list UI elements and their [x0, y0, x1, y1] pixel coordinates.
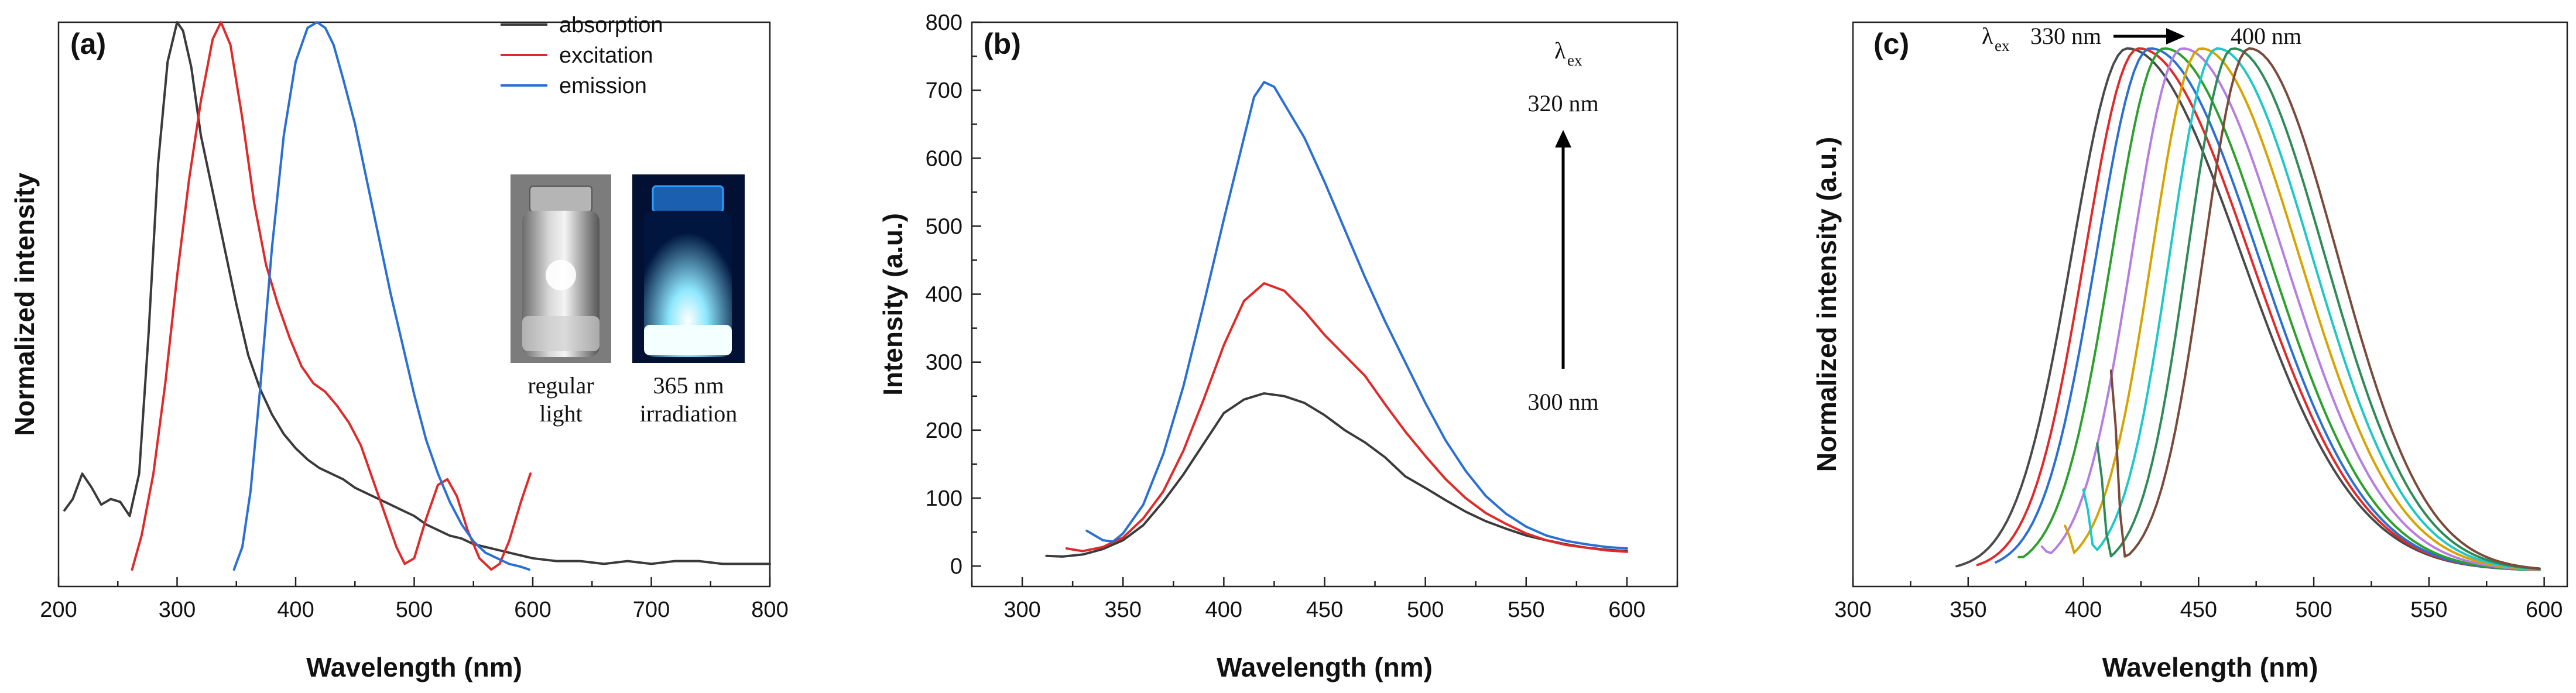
y-axis-label: Intensity (a.u.): [878, 213, 908, 396]
panel-c-excitation-annotation: λ ex 330 nm 400 nm: [1982, 23, 2301, 54]
inset-photo-uv-irradiation: [632, 174, 745, 363]
x-tick-label: 500: [2295, 598, 2332, 622]
y-tick-label: 200: [926, 418, 962, 443]
x-tick-label: 400: [1205, 598, 1242, 622]
x-tick-label: 550: [2410, 598, 2447, 622]
x-tick-label: 600: [514, 598, 551, 622]
label-400nm: 400 nm: [2231, 23, 2301, 49]
lambda-ex-symbol-c: λ: [1982, 23, 1993, 49]
series-line-300-nm: [1045, 392, 1628, 558]
x-tick-label: 800: [751, 598, 788, 622]
x-tick-label: 300: [159, 598, 196, 622]
plot-frame: [1852, 21, 2568, 588]
inset-caption-365nm: 365 nm: [653, 372, 724, 399]
y-tick-label: 300: [926, 351, 962, 375]
panel-c-label: (c): [1873, 28, 1909, 60]
series-line-390-nm: [2096, 47, 2541, 571]
panel-b-excitation-annotation: λ ex 320 nm 300 nm: [1527, 37, 1598, 415]
legend-absorption: absorption: [559, 13, 663, 37]
x-tick-label: 400: [277, 598, 314, 622]
y-axis-label: Normalized intensity (a.u.): [1811, 137, 1842, 472]
series-line-370-nm: [2040, 47, 2541, 571]
inset-caption-irradiation: irradiation: [640, 400, 738, 427]
series-line-emission: [232, 21, 530, 571]
x-tick-label: 700: [633, 598, 670, 622]
inset-photo-regular-light: [511, 174, 611, 363]
y-tick-label: 500: [926, 214, 962, 239]
x-tick-label: 450: [1306, 598, 1343, 622]
y-tick-label: 400: [926, 283, 962, 307]
label-330nm: 330 nm: [2030, 23, 2101, 49]
lambda-ex-symbol: λ: [1554, 37, 1566, 64]
panel-b-label: (b): [984, 28, 1021, 60]
x-tick-label: 600: [1608, 598, 1645, 622]
series-line-330-nm: [1955, 47, 2539, 571]
series-line-375-nm: [2064, 47, 2541, 571]
x-tick-label: 350: [1105, 598, 1142, 622]
y-axis-label: Normalized intensity: [9, 173, 40, 436]
panel-b: (b) 300 350 400 450 500 550 600 0 100 200 300 400 50…: [878, 11, 1678, 682]
x-axis-label: Wavelength (nm): [306, 652, 522, 682]
label-300nm: 300 nm: [1527, 389, 1598, 415]
x-axis-label: Wavelength (nm): [2102, 652, 2318, 682]
series-line-excitation: [131, 21, 532, 571]
panel-c: (c) 300 350 400 450 500 550 600 Wavelength (nm)…: [1811, 21, 2568, 682]
inset-caption-light: light: [539, 400, 582, 427]
y-tick-label: 600: [926, 146, 962, 171]
x-tick-label: 500: [1407, 598, 1444, 622]
series-line-400-nm: [2109, 47, 2541, 570]
x-tick-label: 400: [2065, 598, 2102, 622]
series-line-absorption: [63, 21, 771, 565]
x-tick-label: 450: [2180, 598, 2217, 622]
y-tick-label: 700: [926, 78, 962, 103]
x-tick-label: 200: [40, 598, 77, 622]
series-line-320-nm: [1085, 81, 1628, 550]
arrow-up-head-icon: [1555, 130, 1571, 147]
x-tick-label: 350: [1950, 598, 1986, 622]
lambda-ex-subscript: ex: [1567, 52, 1582, 69]
series-line-350-nm: [1995, 47, 2541, 571]
x-tick-label: 300: [1834, 598, 1871, 622]
panel-a: (a) 200 300 400 500 600 700 800 Wavelength (nm)…: [9, 13, 789, 682]
label-320nm: 320 nm: [1527, 90, 1598, 116]
y-tick-label: 100: [926, 486, 962, 511]
panel-a-label: (a): [70, 28, 106, 60]
y-tick-label: 800: [926, 11, 962, 35]
x-tick-label: 500: [396, 598, 433, 622]
lambda-ex-subscript-c: ex: [1995, 37, 2010, 54]
x-tick-label: 600: [2526, 598, 2563, 622]
panel-a-legend: absorption excitation emission: [501, 13, 663, 98]
legend-emission: emission: [559, 74, 647, 98]
x-axis-label: Wavelength (nm): [1217, 652, 1433, 682]
legend-excitation: excitation: [559, 43, 653, 68]
x-tick-label: 550: [1508, 598, 1544, 622]
series-line-360-nm: [2017, 47, 2541, 571]
series-line-310-nm: [1065, 282, 1628, 553]
arrow-right-head-icon: [2166, 28, 2185, 44]
inset-caption-regular: regular: [527, 372, 594, 399]
series-line-380-nm: [2082, 47, 2541, 571]
y-tick-label: 0: [950, 554, 962, 579]
x-tick-label: 300: [1003, 598, 1040, 622]
